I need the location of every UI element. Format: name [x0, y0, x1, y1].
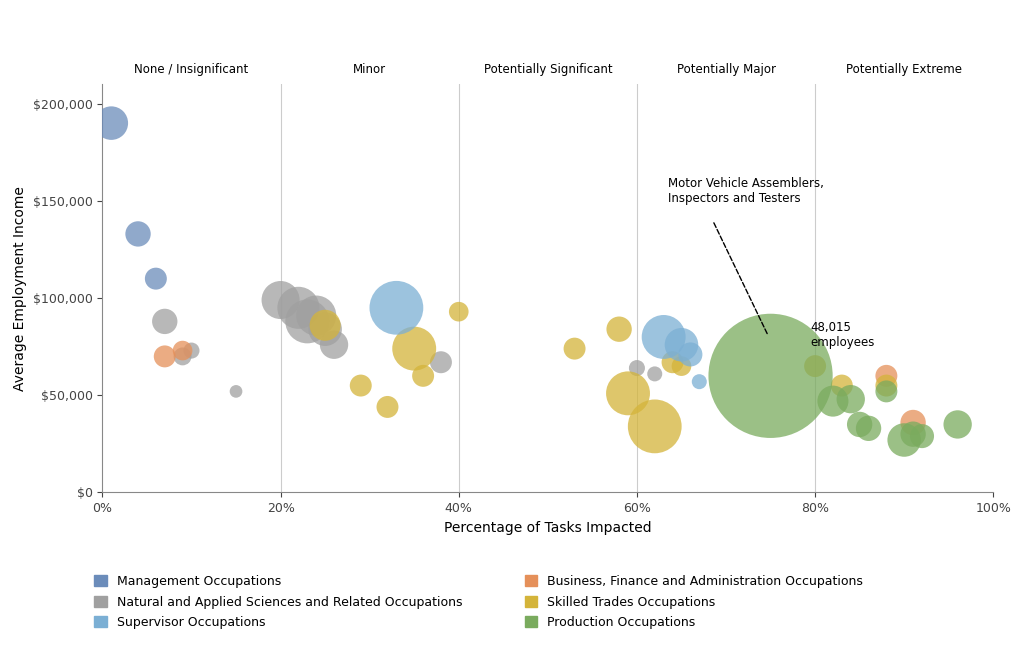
- Point: [299, 316, 315, 327]
- Point: [655, 332, 672, 342]
- Point: [905, 429, 922, 439]
- Point: [326, 340, 342, 350]
- Legend: Management Occupations, Natural and Applied Sciences and Related Occupations, Su: Management Occupations, Natural and Appl…: [88, 569, 469, 635]
- Point: [611, 324, 628, 334]
- Point: [691, 376, 708, 387]
- Y-axis label: Average Employment Income: Average Employment Income: [13, 186, 28, 391]
- Text: None / Insignificant: None / Insignificant: [134, 63, 249, 76]
- Text: Potentially Major: Potentially Major: [677, 63, 775, 76]
- Point: [227, 386, 245, 397]
- Point: [851, 419, 867, 430]
- Point: [913, 431, 930, 441]
- Point: [183, 345, 200, 356]
- Point: [834, 380, 850, 391]
- Point: [949, 419, 966, 430]
- Point: [433, 357, 450, 367]
- Point: [388, 303, 404, 313]
- Text: 48,015
employees: 48,015 employees: [811, 321, 876, 349]
- Point: [674, 361, 690, 371]
- Point: [157, 351, 173, 362]
- Point: [317, 324, 334, 334]
- Point: [130, 229, 146, 239]
- Point: [762, 371, 778, 381]
- Point: [290, 303, 306, 313]
- Text: Motor Vehicle Assemblers,
Inspectors and Testers: Motor Vehicle Assemblers, Inspectors and…: [668, 177, 824, 205]
- Point: [860, 423, 877, 434]
- Text: Potentially Extreme: Potentially Extreme: [846, 63, 963, 76]
- Point: [566, 343, 583, 354]
- Point: [379, 402, 395, 412]
- Point: [646, 369, 663, 379]
- Point: [824, 396, 841, 406]
- Point: [352, 380, 369, 391]
- Point: [308, 310, 325, 321]
- Point: [415, 371, 431, 381]
- Point: [174, 345, 190, 356]
- Legend: Business, Finance and Administration Occupations, Skilled Trades Occupations, Pr: Business, Finance and Administration Occ…: [518, 569, 869, 635]
- Point: [905, 417, 922, 428]
- Point: [620, 388, 636, 399]
- Point: [879, 371, 895, 381]
- Point: [629, 363, 645, 373]
- Point: [665, 357, 681, 367]
- Point: [843, 394, 859, 404]
- Point: [896, 435, 912, 445]
- Point: [451, 307, 467, 317]
- Point: [646, 421, 663, 432]
- Point: [157, 316, 173, 327]
- Text: Minor: Minor: [353, 63, 386, 76]
- Point: [272, 295, 289, 305]
- Point: [174, 351, 190, 362]
- Point: [147, 273, 164, 284]
- Point: [103, 118, 120, 128]
- Point: [879, 380, 895, 391]
- Point: [807, 361, 823, 371]
- Point: [879, 386, 895, 397]
- X-axis label: Percentage of Tasks Impacted: Percentage of Tasks Impacted: [444, 521, 651, 535]
- Point: [317, 320, 334, 330]
- Point: [674, 340, 690, 350]
- Point: [682, 349, 698, 360]
- Text: Potentially Significant: Potentially Significant: [483, 63, 612, 76]
- Point: [406, 343, 422, 354]
